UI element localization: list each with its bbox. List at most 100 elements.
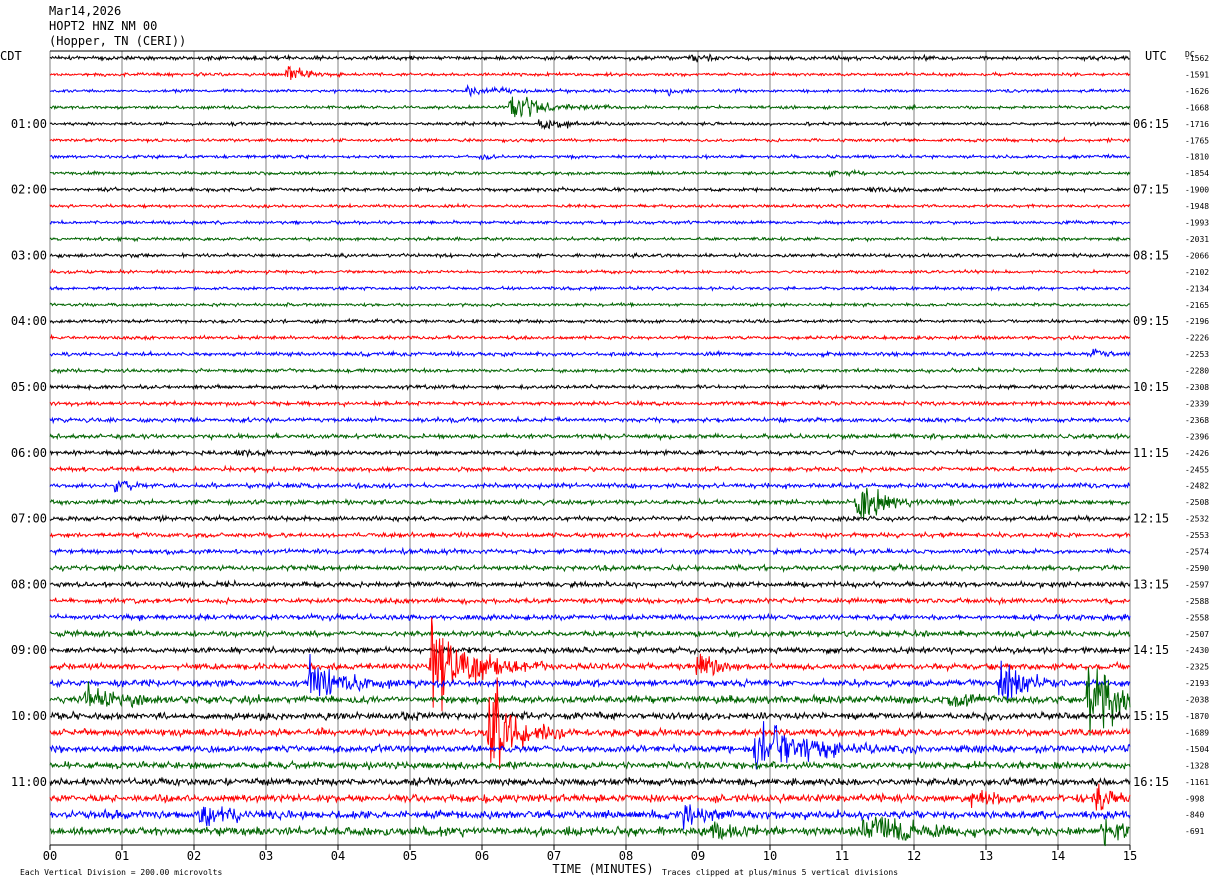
trace-line — [49, 804, 1131, 830]
utc-time-label: 12:15 — [1133, 512, 1169, 526]
cdt-time-label: 09:00 — [11, 643, 47, 657]
dc-offset-label: -998 — [1185, 794, 1204, 803]
plot-date: Mar14,2026 — [49, 4, 122, 18]
dc-offset-label: -2031 — [1185, 235, 1209, 244]
dc-offset-label: -2102 — [1185, 268, 1209, 277]
trace-line — [49, 235, 1131, 243]
trace-line — [49, 348, 1131, 359]
trace-line — [49, 96, 1131, 118]
dc-offset-label: -2396 — [1185, 432, 1209, 441]
cdt-time-label: 02:00 — [11, 183, 47, 197]
trace-line — [49, 219, 1131, 227]
x-tick-label: 12 — [907, 849, 921, 863]
x-tick-label: 02 — [187, 849, 201, 863]
x-tick-label: 07 — [547, 849, 561, 863]
dc-offset-label: -2532 — [1185, 515, 1209, 524]
cdt-time-label: 04:00 — [11, 314, 47, 328]
trace-line — [49, 119, 1131, 131]
x-tick-label: 04 — [331, 849, 345, 863]
trace-line — [49, 546, 1131, 557]
dc-offset-label: -1328 — [1185, 761, 1209, 770]
trace-line — [49, 448, 1131, 458]
dc-offset-label: -1854 — [1185, 169, 1209, 178]
dc-offset-label: -1504 — [1185, 745, 1209, 754]
trace-line — [49, 136, 1131, 144]
trace-line — [49, 301, 1131, 309]
trace-line — [49, 816, 1131, 847]
trace-line — [50, 83, 1131, 98]
x-tick-label: 05 — [403, 849, 417, 863]
dc-offset-label: -2426 — [1185, 449, 1209, 458]
trace-line — [49, 776, 1131, 788]
dc-label: DC — [1185, 50, 1195, 59]
trace-line — [49, 366, 1131, 375]
trace-line — [49, 317, 1131, 325]
utc-time-label: 09:15 — [1133, 314, 1169, 328]
dc-offset-label: -2482 — [1185, 482, 1209, 491]
plot-station: HOPT2 HNZ NM 00 — [49, 19, 158, 33]
x-tick-label: 06 — [475, 849, 489, 863]
trace-line — [49, 667, 1131, 736]
dc-offset-label: -1626 — [1185, 87, 1209, 96]
trace-line — [49, 645, 1131, 656]
trace-line — [49, 153, 1131, 161]
trace-line — [49, 677, 1131, 770]
dc-offset-label: -2066 — [1185, 251, 1209, 260]
dc-offset-label: -1668 — [1185, 103, 1209, 112]
scale-note: Each Vertical Division = 200.00 microvol… — [20, 868, 222, 877]
x-tick-label: 11 — [835, 849, 849, 863]
utc-time-label: 13:15 — [1133, 577, 1169, 591]
dc-offset-label: -2553 — [1185, 531, 1209, 540]
dc-offset-label: -2038 — [1185, 696, 1209, 705]
x-tick-label: 03 — [259, 849, 273, 863]
dc-offset-label: -2597 — [1185, 580, 1209, 589]
dc-offset-label: -2574 — [1185, 548, 1209, 557]
dc-offset-label: -2588 — [1185, 597, 1209, 606]
x-tick-label: 13 — [979, 849, 993, 863]
dc-offset-label: -2368 — [1185, 416, 1209, 425]
trace-line — [49, 562, 1131, 573]
dc-offset-label: -1591 — [1185, 70, 1209, 79]
dc-offset-label: -1562 — [1185, 54, 1209, 63]
dc-offset-label: -2558 — [1185, 613, 1209, 622]
utc-time-label: 16:15 — [1133, 775, 1169, 789]
utc-time-label: 14:15 — [1133, 643, 1169, 657]
trace-line — [49, 596, 1131, 606]
utc-time-label: 15:15 — [1133, 709, 1169, 723]
dc-offset-label: -1765 — [1185, 136, 1209, 145]
dc-offset-label: -2508 — [1185, 498, 1209, 507]
dc-offset-label: -691 — [1185, 827, 1204, 836]
trace-line — [49, 399, 1131, 408]
trace-line — [49, 653, 1131, 700]
dc-offset-label: -1810 — [1185, 153, 1209, 162]
trace-line — [50, 333, 1131, 342]
dc-offset-label: -2253 — [1185, 350, 1209, 359]
trace-line — [49, 268, 1131, 276]
trace-line — [49, 431, 1131, 442]
dc-offset-label: -2455 — [1185, 465, 1209, 474]
trace-line — [49, 168, 1131, 178]
trace-line — [49, 628, 1131, 640]
dc-offset-label: -1161 — [1185, 778, 1209, 787]
cdt-time-label: 05:00 — [11, 380, 47, 394]
utc-time-label: 10:15 — [1133, 380, 1169, 394]
trace-line — [49, 65, 1131, 81]
dc-offset-label: -2165 — [1185, 301, 1209, 310]
cdt-time-label: 07:00 — [11, 512, 47, 526]
x-tick-label: 10 — [763, 849, 777, 863]
trace-line — [49, 202, 1131, 210]
dc-offset-label: -1948 — [1185, 202, 1209, 211]
dc-offset-label: -2226 — [1185, 334, 1209, 343]
dc-offset-label: -1993 — [1185, 219, 1209, 228]
dc-offset-label: -2590 — [1185, 564, 1209, 573]
dc-offset-label: -2308 — [1185, 383, 1209, 392]
x-axis-title: TIME (MINUTES) — [552, 862, 653, 876]
trace-line — [49, 487, 1131, 520]
trace-line — [49, 783, 1131, 811]
utc-time-label: 06:15 — [1133, 117, 1169, 131]
dc-offset-label: -1716 — [1185, 120, 1209, 129]
dc-offset-label: -2134 — [1185, 284, 1209, 293]
trace-line — [49, 53, 1131, 63]
x-tick-label: 08 — [619, 849, 633, 863]
